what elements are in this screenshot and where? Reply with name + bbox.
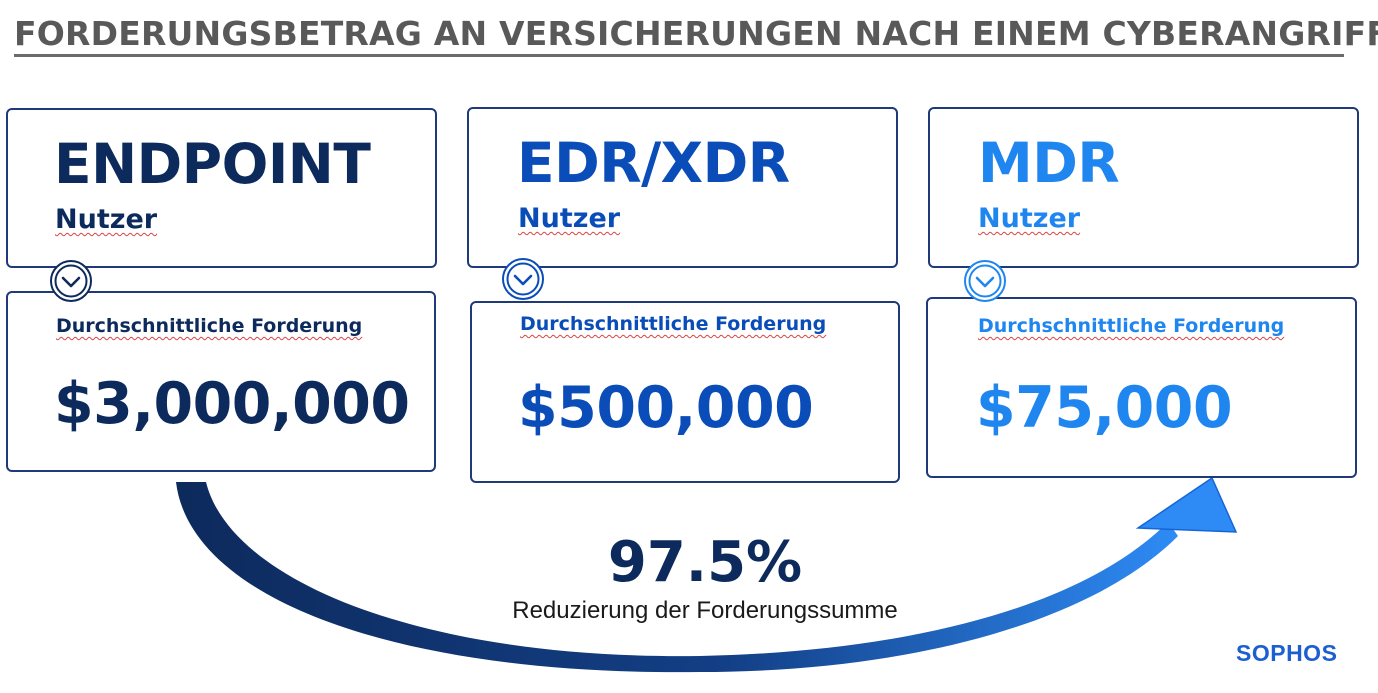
edr-xdr-header-card: EDR/XDR Nutzer: [467, 107, 898, 268]
card-title: EDR/XDR: [517, 131, 790, 195]
card-subtitle: Nutzer: [518, 203, 621, 234]
title-underline: [14, 54, 1344, 57]
reduction-percent: 97.5%: [607, 530, 803, 595]
claim-amount: $3,000,000: [54, 371, 410, 437]
claim-amount: $500,000: [518, 375, 814, 441]
card-title: MDR: [978, 131, 1120, 195]
claim-label: Durchschnittliche Forderung: [56, 315, 363, 337]
arrow-head: [1135, 476, 1238, 533]
claim-amount: $75,000: [976, 375, 1233, 441]
chevron-down-icon: [50, 260, 92, 302]
mdr-header-card: MDR Nutzer: [928, 107, 1359, 268]
claim-label: Durchschnittliche Forderung: [520, 313, 827, 335]
edr-xdr-claim-card: Durchschnittliche Forderung $500,000: [470, 301, 900, 483]
card-subtitle: Nutzer: [55, 204, 158, 235]
chevron-down-icon: [502, 258, 544, 300]
card-subtitle: Nutzer: [978, 203, 1081, 234]
endpoint-header-card: ENDPOINT Nutzer: [6, 108, 437, 268]
page-title: FORDERUNGSBETRAG AN VERSICHERUNGEN NACH …: [14, 14, 1378, 53]
mdr-claim-card: Durchschnittliche Forderung $75,000: [926, 297, 1357, 478]
reduction-text: Reduzierung der Forderungssumme: [512, 597, 898, 624]
card-title: ENDPOINT: [54, 132, 371, 196]
endpoint-claim-card: Durchschnittliche Forderung $3,000,000: [6, 291, 436, 472]
chevron-down-icon: [964, 260, 1006, 302]
claim-label: Durchschnittliche Forderung: [978, 315, 1285, 337]
sophos-logo: SOPHOS: [1236, 640, 1338, 666]
